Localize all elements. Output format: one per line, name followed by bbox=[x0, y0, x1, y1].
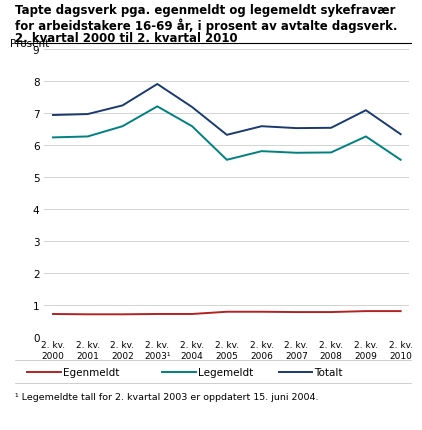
Text: Totalt: Totalt bbox=[314, 367, 343, 377]
Text: 2. kvartal 2000 til 2. kvartal 2010: 2. kvartal 2000 til 2. kvartal 2010 bbox=[15, 32, 238, 45]
Text: ¹ Legemeldte tall for 2. kvartal 2003 er oppdatert 15. juni 2004.: ¹ Legemeldte tall for 2. kvartal 2003 er… bbox=[15, 392, 318, 401]
Text: Legemeldt: Legemeldt bbox=[198, 367, 254, 377]
Text: Egenmeldt: Egenmeldt bbox=[63, 367, 120, 377]
Text: for arbeidstakere 16-69 år, i prosent av avtalte dagsverk.: for arbeidstakere 16-69 år, i prosent av… bbox=[15, 18, 397, 33]
Text: Tapte dagsverk pga. egenmeldt og legemeldt sykefravær: Tapte dagsverk pga. egenmeldt og legemel… bbox=[15, 4, 395, 17]
Text: Prosent: Prosent bbox=[10, 39, 49, 49]
